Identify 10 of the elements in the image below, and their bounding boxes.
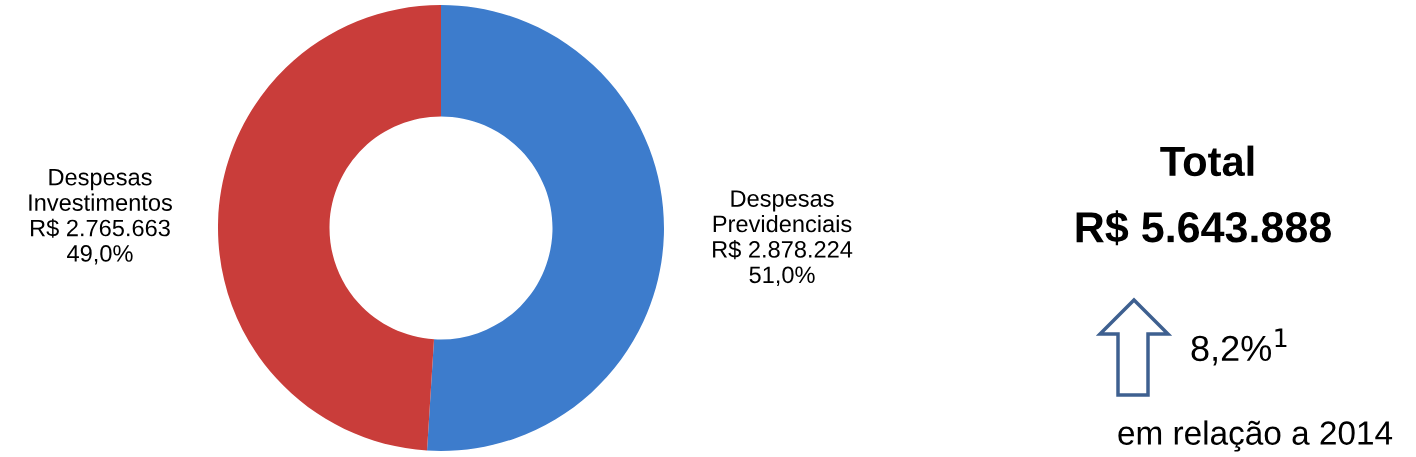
slice-label: Despesas Investimentos (29, 169, 172, 211)
data-label: R$ 2.765.663 49,0% (31, 218, 170, 265)
donut-slice (218, 5, 441, 451)
slice-label: Despesas Previdenciais (713, 190, 852, 233)
text: em relação a 2014 (1118, 420, 1393, 452)
text: 8,2%$^{1}$ (1191, 328, 1287, 366)
donut-slice (427, 5, 664, 451)
text: R$ 5.643.888 (1076, 210, 1331, 246)
data-label: R$ 2.878.224 51,0% (713, 240, 853, 286)
text: Total (1160, 145, 1254, 177)
